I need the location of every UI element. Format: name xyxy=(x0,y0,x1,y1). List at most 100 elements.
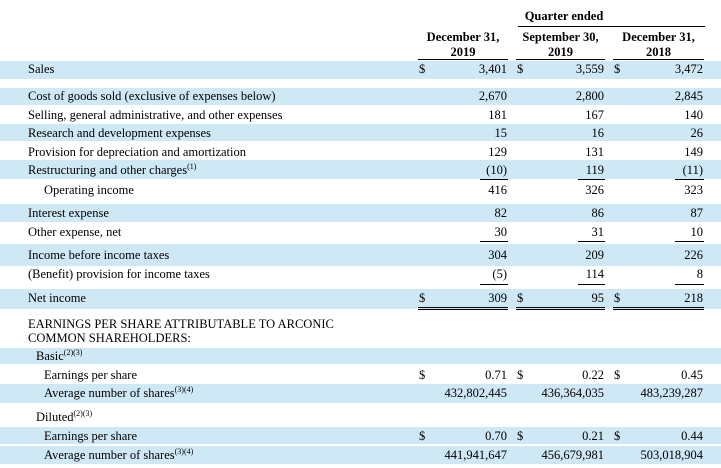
value-cell: (11) xyxy=(682,163,703,177)
underline-rule xyxy=(518,26,705,27)
value-cell: 0.22 xyxy=(582,368,604,382)
currency-symbol: $ xyxy=(419,368,426,382)
value-cell: 0.70 xyxy=(485,429,507,443)
footnote-marker: (3)(4) xyxy=(174,446,194,456)
row-label-text: Average number of shares xyxy=(44,386,175,400)
currency-symbol: $ xyxy=(517,291,524,305)
underline-rule xyxy=(675,284,704,285)
value-cell: 309 xyxy=(488,291,507,305)
value-cell: 304 xyxy=(488,248,507,262)
row-label-text: Operating income xyxy=(44,183,134,197)
underline-rule xyxy=(675,241,704,242)
row-label: COMMON SHAREHOLDERS: xyxy=(28,331,191,346)
column-header-year: 2018 xyxy=(646,45,671,59)
row-label: Earnings per share xyxy=(44,368,137,383)
underline-rule xyxy=(418,59,508,60)
footnote-marker: (2)(3) xyxy=(63,347,83,357)
row-label-text: COMMON SHAREHOLDERS: xyxy=(28,331,191,345)
row-label-text: Sales xyxy=(28,62,55,76)
value-cell: 95 xyxy=(591,291,605,305)
value-cell: 10 xyxy=(690,225,704,239)
underline-rule xyxy=(675,179,704,180)
row-label: Income before income taxes xyxy=(28,248,169,263)
value-cell: 436,364,035 xyxy=(541,386,605,400)
currency-symbol: $ xyxy=(419,291,426,305)
row-label-text: Net income xyxy=(28,291,86,305)
value-cell: 0.71 xyxy=(485,368,507,382)
value-cell: 209 xyxy=(585,248,604,262)
header-group-label: Quarter ended xyxy=(524,9,604,23)
currency-symbol: $ xyxy=(614,291,621,305)
value-cell: 129 xyxy=(488,145,507,159)
underline-rule xyxy=(480,241,508,242)
shade-band xyxy=(0,204,721,222)
value-cell: 167 xyxy=(585,108,604,122)
value-cell: 119 xyxy=(585,163,604,177)
underline-rule xyxy=(578,241,605,242)
value-cell: (10) xyxy=(486,163,507,177)
value-cell: 441,941,647 xyxy=(444,448,508,462)
currency-symbol: $ xyxy=(419,62,426,76)
underline-rule xyxy=(516,309,605,310)
shade-band xyxy=(0,124,721,141)
row-label-text: Earnings per share xyxy=(44,368,138,382)
row-label: Average number of shares(3)(4) xyxy=(44,384,194,401)
row-label-text: Diluted xyxy=(36,410,74,424)
underline-rule xyxy=(480,284,508,285)
row-label: Net income xyxy=(28,291,86,306)
shade-band xyxy=(0,348,721,364)
footnote-marker: (2)(3) xyxy=(73,408,93,418)
shade-band xyxy=(0,384,721,403)
row-label-text: Restructuring and other charges xyxy=(28,163,188,177)
column-header-year: 2019 xyxy=(450,45,476,59)
column-header: September 30, xyxy=(522,30,599,44)
value-cell: 86 xyxy=(591,206,605,220)
value-cell: 8 xyxy=(696,267,703,281)
value-cell: 149 xyxy=(684,145,703,159)
underline-rule xyxy=(480,179,508,180)
value-cell: 0.44 xyxy=(681,429,703,443)
underline-rule xyxy=(613,309,704,310)
row-label-text: Average number of shares xyxy=(44,448,175,462)
value-cell: 416 xyxy=(488,183,507,197)
value-cell: 2,670 xyxy=(478,89,507,103)
row-label-text: Earnings per share xyxy=(44,429,138,443)
currency-symbol: $ xyxy=(614,62,621,76)
value-cell: 3,559 xyxy=(575,62,604,76)
underline-rule xyxy=(418,309,508,310)
value-cell: 181 xyxy=(488,108,507,122)
row-label-text: Basic xyxy=(36,349,64,363)
value-cell: 0.21 xyxy=(582,429,604,443)
value-cell: 503,018,904 xyxy=(640,448,704,462)
footnote-marker: (1) xyxy=(187,161,197,171)
row-label-text: Provision for depreciation and amortizat… xyxy=(28,145,246,159)
shade-band xyxy=(0,427,721,444)
value-cell: 326 xyxy=(585,183,604,197)
row-label-text: Interest expense xyxy=(28,206,109,220)
value-cell: 31 xyxy=(591,225,605,239)
value-cell: 26 xyxy=(690,126,704,140)
underline-rule xyxy=(613,59,704,60)
row-label-text: Income before income taxes xyxy=(28,248,170,262)
row-label: Restructuring and other charges(1) xyxy=(28,161,197,178)
value-cell: 16 xyxy=(591,126,605,140)
row-label: Basic(2)(3) xyxy=(36,347,83,364)
footnote-marker: (3)(4) xyxy=(174,384,194,394)
value-cell: 131 xyxy=(585,145,604,159)
shade-band xyxy=(0,160,721,179)
row-label: Interest expense xyxy=(28,206,109,221)
underline-rule xyxy=(613,307,704,308)
row-label: Research and development expenses xyxy=(28,126,211,141)
currency-symbol: $ xyxy=(614,368,621,382)
shade-band xyxy=(0,446,721,464)
underline-rule xyxy=(578,284,605,285)
row-label-text: Research and development expenses xyxy=(28,126,211,140)
value-cell: 456,679,981 xyxy=(541,448,605,462)
underline-rule xyxy=(516,59,605,60)
value-cell: 3,401 xyxy=(478,62,507,76)
row-label: Cost of goods sold (exclusive of expense… xyxy=(28,89,276,104)
value-cell: 218 xyxy=(684,291,703,305)
value-cell: 483,239,287 xyxy=(640,386,704,400)
underline-rule xyxy=(418,307,508,308)
value-cell: 0.45 xyxy=(681,368,703,382)
